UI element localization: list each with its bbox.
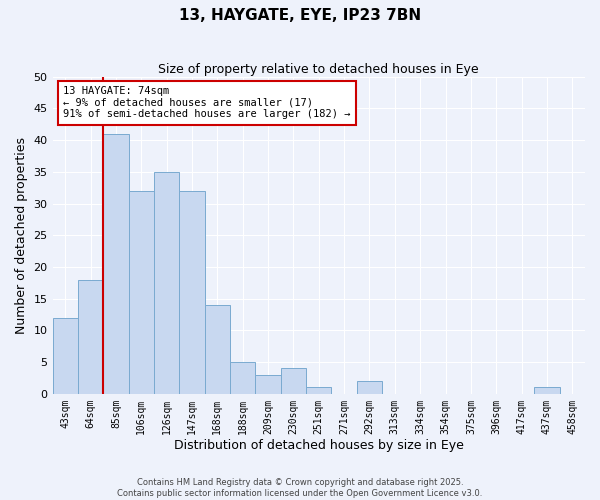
Bar [534,388,560,394]
Text: 13 HAYGATE: 74sqm
← 9% of detached houses are smaller (17)
91% of semi-detached : 13 HAYGATE: 74sqm ← 9% of detached house… [63,86,350,120]
Bar [128,191,154,394]
Bar [205,305,230,394]
Bar [53,318,78,394]
X-axis label: Distribution of detached houses by size in Eye: Distribution of detached houses by size … [174,440,464,452]
Title: Size of property relative to detached houses in Eye: Size of property relative to detached ho… [158,62,479,76]
Bar [357,381,382,394]
Bar [103,134,128,394]
Bar [230,362,256,394]
Bar [154,172,179,394]
Bar [281,368,306,394]
Y-axis label: Number of detached properties: Number of detached properties [15,136,28,334]
Bar [306,388,331,394]
Text: Contains HM Land Registry data © Crown copyright and database right 2025.
Contai: Contains HM Land Registry data © Crown c… [118,478,482,498]
Bar [179,191,205,394]
Bar [256,375,281,394]
Bar [78,280,103,394]
Text: 13, HAYGATE, EYE, IP23 7BN: 13, HAYGATE, EYE, IP23 7BN [179,8,421,22]
